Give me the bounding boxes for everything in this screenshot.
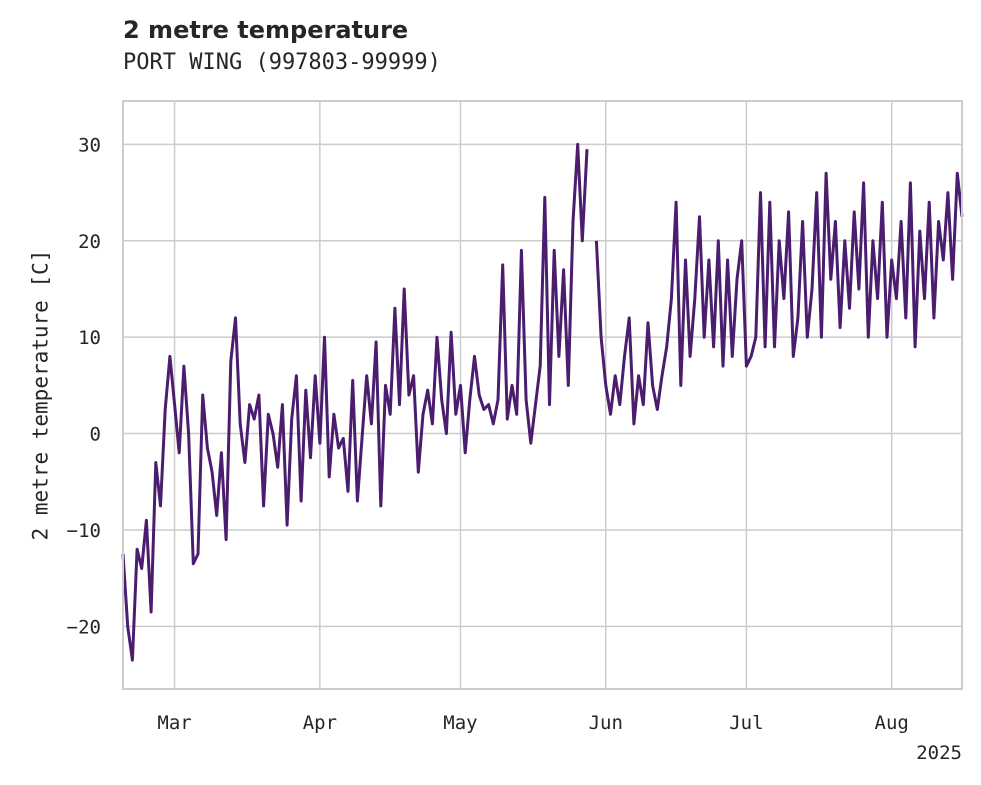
temperature-series-line xyxy=(121,142,964,662)
x-axis-year-label: 2025 xyxy=(916,742,962,764)
chart-title: 2 metre temperature xyxy=(123,16,409,44)
x-tick-label: Aug xyxy=(875,712,909,734)
y-tick-label: −10 xyxy=(67,520,101,542)
series-lines xyxy=(121,142,964,662)
y-tick-label: 10 xyxy=(78,327,101,349)
x-tick-label: Jun xyxy=(589,712,623,734)
y-tick-label: 30 xyxy=(78,134,101,156)
y-tick-label: 20 xyxy=(78,231,101,253)
chart-subtitle: PORT WING (997803-99999) xyxy=(123,50,441,75)
axis-ticks: −20 −10 0 10 20 30 Mar Apr May Jun Jul Aug xyxy=(67,134,909,734)
y-tick-label: 0 xyxy=(90,424,101,446)
y-tick-label: −20 xyxy=(67,616,101,638)
plot-frame xyxy=(122,100,963,690)
x-tick-label: Mar xyxy=(157,712,191,734)
x-tick-label: Jul xyxy=(729,712,763,734)
grid-lines xyxy=(123,101,962,689)
x-tick-label: Apr xyxy=(303,712,337,734)
y-axis-label: 2 metre temperature [C] xyxy=(28,250,52,541)
x-tick-label: May xyxy=(443,712,477,734)
